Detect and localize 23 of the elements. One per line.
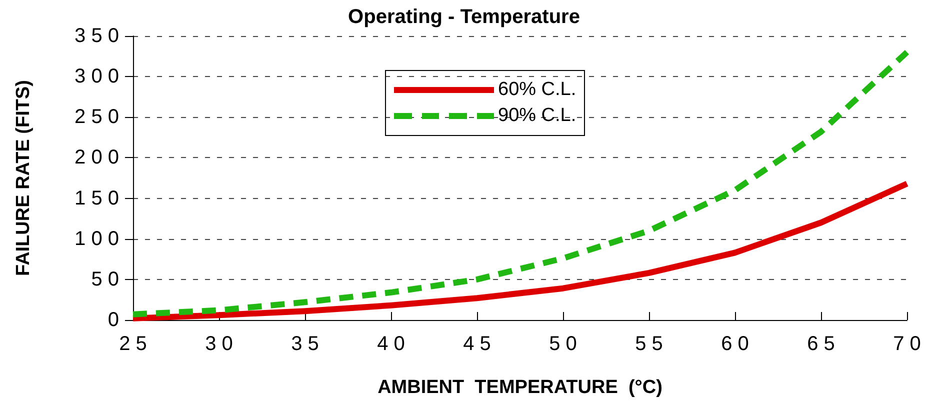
x-tick-label: 7 0 <box>893 333 921 355</box>
chart-title: Operating - Temperature <box>348 6 580 28</box>
y-tick-label: 2 5 0 <box>74 106 119 128</box>
y-tick-label: 5 0 <box>91 268 119 290</box>
y-tick-label: 3 5 0 <box>74 25 119 47</box>
x-axis-title: AMBIENT TEMPERATURE (°C) <box>378 377 662 398</box>
y-tick-label: 1 0 0 <box>74 228 119 250</box>
x-tick-label: 4 0 <box>377 333 405 355</box>
legend-label: 90% C.L. <box>498 105 576 127</box>
y-tick-label: 3 0 0 <box>74 66 119 88</box>
x-tick-label: 5 0 <box>549 333 577 355</box>
x-tick-label: 4 5 <box>463 333 491 355</box>
x-tick-label: 6 0 <box>721 333 749 355</box>
y-axis-title: FAILURE RATE (FITS) <box>13 80 34 276</box>
y-tick-label: 2 0 0 <box>74 146 119 169</box>
x-tick-label: 2 5 <box>119 333 147 355</box>
x-tick-label: 3 5 <box>291 333 319 355</box>
y-tick-label: 0 <box>108 309 119 331</box>
x-tick-label: 5 5 <box>635 333 663 355</box>
legend-label: 60% C.L. <box>498 79 576 101</box>
x-tick-label: 6 5 <box>807 333 835 355</box>
x-tick-label: 3 0 <box>205 333 233 355</box>
y-tick-label: 1 5 0 <box>74 187 119 210</box>
